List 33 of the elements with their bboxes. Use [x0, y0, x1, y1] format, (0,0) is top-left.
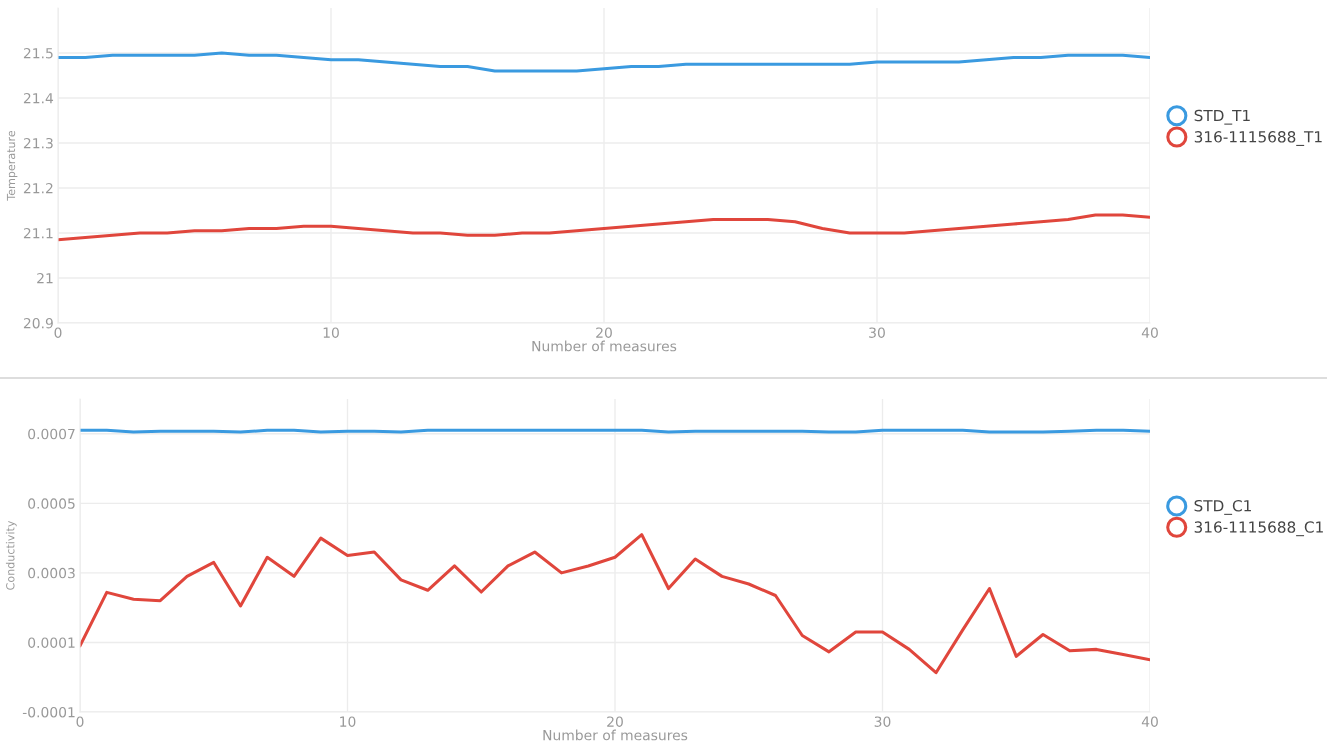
line-series — [80, 533, 1150, 675]
y-tick-label: 21.2 — [23, 182, 53, 194]
y-tick-label: 21 — [37, 272, 53, 284]
legend-label: 316-1115688_C1 — [1194, 521, 1323, 537]
y-tick-label: 21.1 — [23, 227, 53, 239]
x-tick-label: 40 — [1141, 327, 1158, 338]
legend-label: 316-1115688_T1 — [1194, 131, 1322, 146]
y-tick-label: 21.5 — [23, 47, 53, 59]
y-tick-label: 0.0003 — [28, 567, 75, 579]
x-tick-label: 10 — [340, 716, 356, 727]
legend-label: STD_T1 — [1194, 109, 1250, 125]
x-tick-label: 20 — [596, 327, 612, 338]
line-series — [58, 213, 1150, 242]
x-tick-label: 0 — [54, 327, 62, 338]
x-axis-title: Number of measures — [532, 340, 677, 352]
y-tick-label: 0.0007 — [28, 428, 75, 440]
x-tick-label: 10 — [323, 327, 339, 338]
y-tick-label: 0.0001 — [28, 637, 75, 648]
x-tick-label: 20 — [607, 716, 623, 727]
x-tick-label: 0 — [76, 716, 84, 727]
y-axis-title: Conductivity — [5, 520, 17, 590]
y-tick-label: 21.3 — [23, 137, 53, 149]
x-axis-title: Number of measures — [543, 729, 688, 741]
y-tick-label: 0.0005 — [28, 498, 75, 509]
x-tick-label: 30 — [869, 327, 885, 338]
x-tick-label: 40 — [1141, 716, 1158, 727]
y-tick-label: -0.0001 — [22, 706, 75, 718]
legend-label: STD_C1 — [1194, 499, 1251, 515]
x-tick-label: 30 — [874, 716, 891, 727]
line-series — [58, 51, 1150, 73]
y-tick-label: 20.9 — [23, 317, 53, 329]
y-axis-title: Temperature — [6, 130, 18, 201]
y-tick-label: 21.4 — [23, 92, 54, 104]
